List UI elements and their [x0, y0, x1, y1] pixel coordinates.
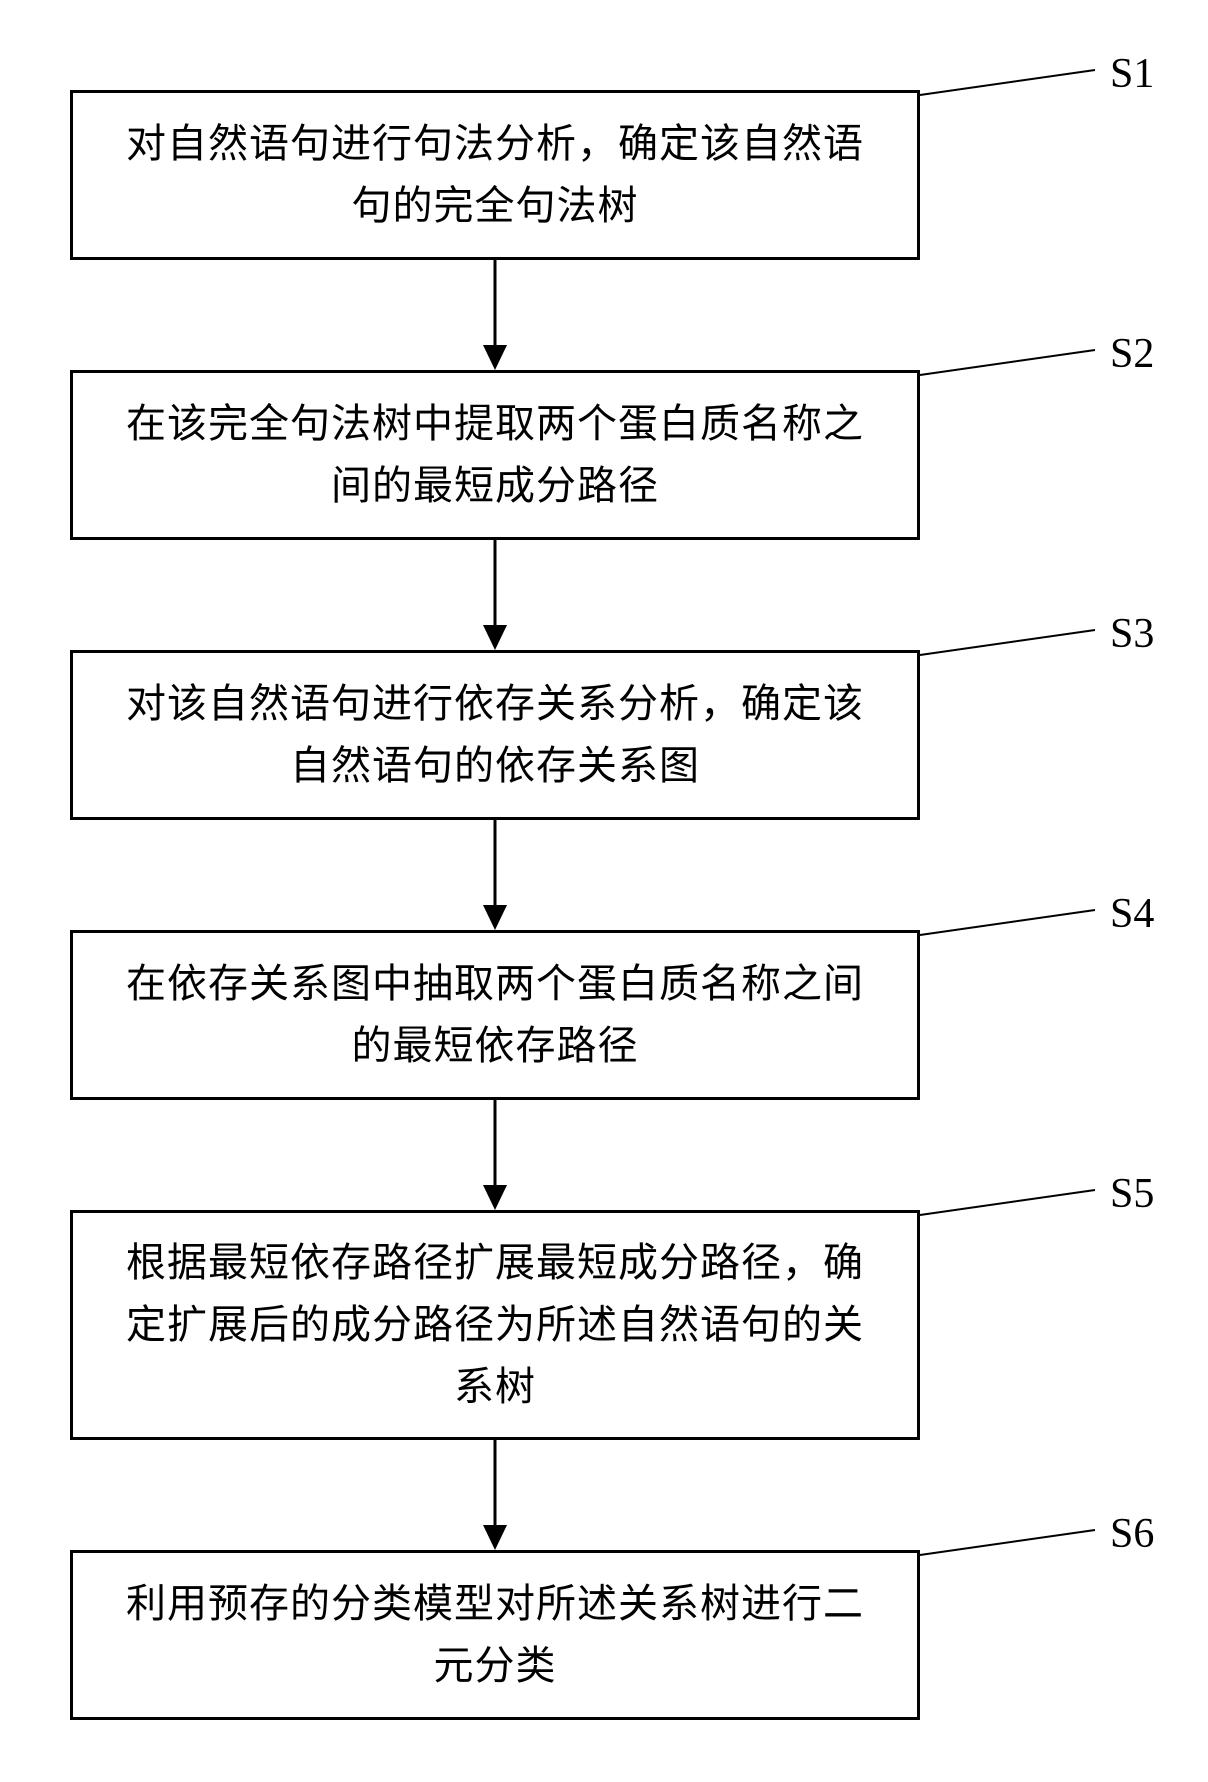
- node-text: 对该自然语句进行依存关系分析，确定该自然语句的依存关系图: [126, 673, 864, 797]
- leader-line: [0, 0, 1208, 1782]
- flowchart-node-s6: 利用预存的分类模型对所述关系树进行二元分类: [70, 1550, 920, 1720]
- flowchart-node-s5: 根据最短依存路径扩展最短成分路径，确定扩展后的成分路径为所述自然语句的关系树: [70, 1210, 920, 1440]
- node-text: 利用预存的分类模型对所述关系树进行二元分类: [126, 1573, 864, 1697]
- node-text: 在依存关系图中抽取两个蛋白质名称之间的最短依存路径: [126, 953, 864, 1077]
- node-text: 根据最短依存路径扩展最短成分路径，确定扩展后的成分路径为所述自然语句的关系树: [126, 1232, 864, 1418]
- flowchart-node-s2: 在该完全句法树中提取两个蛋白质名称之间的最短成分路径: [70, 370, 920, 540]
- node-label-s1: S1: [1110, 50, 1154, 98]
- flow-arrow: [475, 820, 515, 930]
- node-label-s6: S6: [1110, 1510, 1154, 1558]
- node-label-s5: S5: [1110, 1170, 1154, 1218]
- node-label-s2: S2: [1110, 330, 1154, 378]
- flow-arrow: [475, 1440, 515, 1550]
- flowchart-node-s3: 对该自然语句进行依存关系分析，确定该自然语句的依存关系图: [70, 650, 920, 820]
- node-label-s4: S4: [1110, 890, 1154, 938]
- flow-arrow: [475, 540, 515, 650]
- node-text: 对自然语句进行句法分析，确定该自然语句的完全句法树: [126, 113, 864, 237]
- flowchart-canvas: 对自然语句进行句法分析，确定该自然语句的完全句法树 S1 在该完全句法树中提取两…: [0, 0, 1208, 1782]
- flowchart-node-s1: 对自然语句进行句法分析，确定该自然语句的完全句法树: [70, 90, 920, 260]
- flow-arrow: [475, 1100, 515, 1210]
- flow-arrow: [475, 260, 515, 370]
- node-label-s3: S3: [1110, 610, 1154, 658]
- node-text: 在该完全句法树中提取两个蛋白质名称之间的最短成分路径: [126, 393, 864, 517]
- flowchart-node-s4: 在依存关系图中抽取两个蛋白质名称之间的最短依存路径: [70, 930, 920, 1100]
